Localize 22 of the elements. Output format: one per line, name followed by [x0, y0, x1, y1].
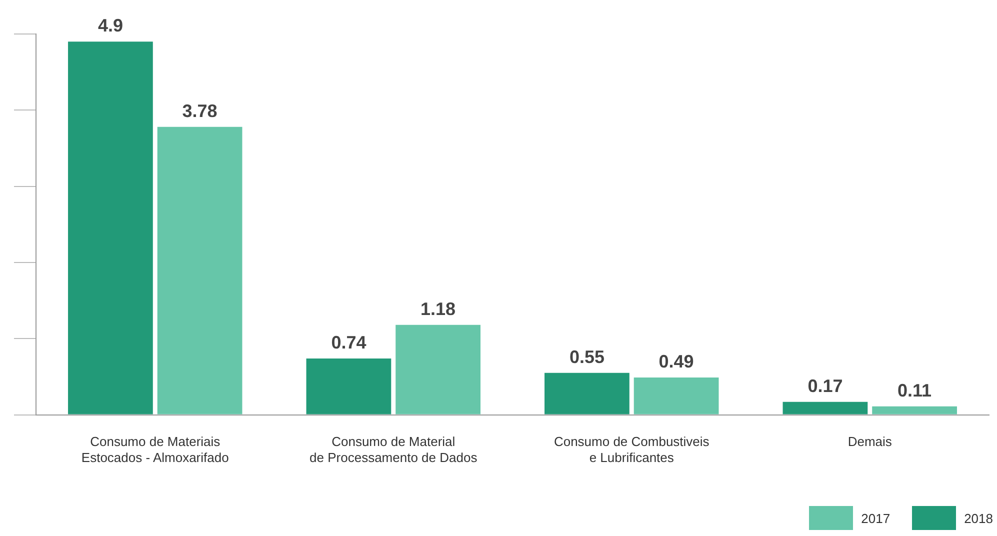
x-tick-label: Demais [848, 434, 892, 450]
data-label: 0.11 [898, 380, 932, 400]
x-tick-label: Consumo de Combustiveis e Lubrificantes [554, 434, 710, 465]
legend-label: 2018 [964, 510, 993, 526]
data-label: 0.74 [331, 332, 366, 352]
bar [872, 406, 957, 414]
data-label: 0.55 [569, 346, 604, 367]
data-label: 4.9 [98, 16, 123, 36]
bar [306, 358, 392, 414]
bar [782, 402, 868, 414]
data-label: 0.17 [808, 376, 843, 396]
x-tick-label: Consumo de Material de Processamento de Dados [310, 434, 478, 465]
data-label: 0.49 [658, 351, 694, 372]
bar [157, 126, 242, 414]
x-tick-label: Consumo de Materiais Estocados - Almoxarifado [81, 434, 229, 465]
bar [634, 377, 719, 414]
bar [396, 324, 480, 414]
bar [68, 42, 153, 414]
data-label: 3.78 [182, 100, 218, 121]
legend-label: 2017 [861, 510, 890, 526]
bar [544, 372, 630, 414]
data-label: 1.18 [420, 298, 456, 319]
